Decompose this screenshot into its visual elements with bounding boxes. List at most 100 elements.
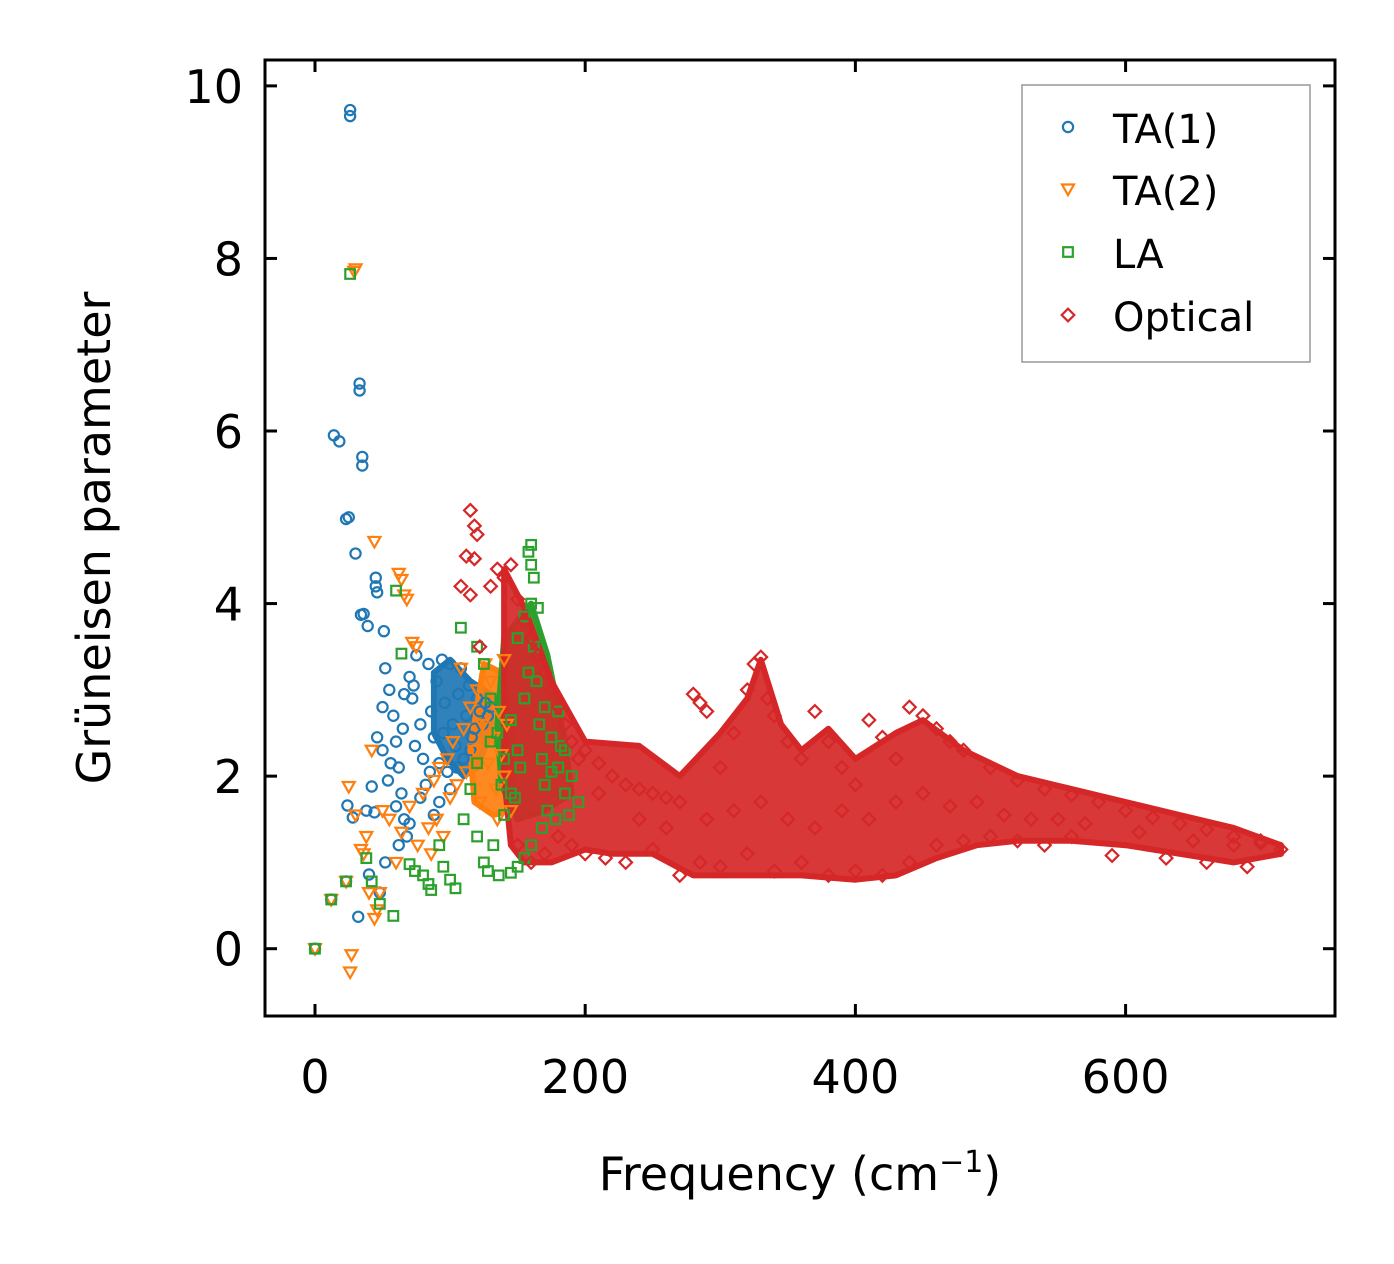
point-optical-106 [915, 785, 931, 802]
point-ta-2-34 [428, 813, 445, 828]
point-ta-1-32 [379, 662, 392, 675]
point-ta-2-31 [420, 822, 437, 837]
point-optical-5 [453, 578, 469, 595]
point-optical-47 [874, 729, 891, 746]
y-tick-label-6: 6 [214, 405, 243, 459]
point-ta-1-20 [370, 586, 384, 599]
point-ta-2-33 [425, 774, 442, 789]
point-optical-16 [536, 664, 553, 681]
point-optical-24 [604, 768, 621, 784]
point-optical-100 [752, 794, 769, 810]
point-optical-32 [698, 703, 715, 720]
point-la-35 [530, 675, 543, 688]
point-optical-109 [996, 807, 1012, 823]
point-la-47 [572, 796, 585, 808]
point-la-51 [491, 727, 504, 739]
y-axis-label: Grüneisen parameter [67, 291, 121, 784]
point-la-52 [498, 752, 511, 765]
point-ta-1-46 [422, 657, 435, 671]
point-optical-89 [1036, 837, 1053, 854]
point-optical-62 [1198, 821, 1215, 838]
point-optical-33 [712, 759, 729, 776]
point-la-70 [525, 839, 538, 852]
point-ta-2-32 [423, 848, 440, 863]
point-ta-2-13 [371, 887, 388, 901]
point-la-36 [533, 718, 546, 731]
point-ta-1-19 [369, 580, 382, 593]
point-optical-71 [577, 845, 594, 862]
point-ta-2-41 [453, 662, 469, 677]
point-optical-7 [471, 638, 488, 655]
point-optical-114 [1185, 832, 1201, 849]
point-ta-1-76 [392, 838, 405, 852]
point-la-58 [522, 666, 535, 679]
point-ta-2-10 [363, 744, 380, 759]
point-optical-27 [644, 785, 661, 802]
x-tick-label-600: 600 [1082, 1050, 1170, 1104]
point-optical-39 [766, 707, 783, 724]
point-ta-2-50 [480, 757, 496, 772]
point-la-19 [454, 621, 467, 634]
point-optical-54 [982, 759, 999, 776]
point-ta-1-14 [356, 459, 369, 472]
point-la-6 [373, 897, 386, 910]
point-la-50 [484, 692, 497, 705]
point-ta-2-46 [469, 684, 486, 699]
point-optical-38 [759, 690, 776, 707]
scatter-points [307, 103, 1289, 981]
point-optical-52 [942, 733, 958, 750]
point-optical-14 [523, 630, 540, 646]
point-optical-4 [466, 550, 483, 567]
point-ta-2-20 [408, 641, 425, 655]
point-ta-1-11 [353, 377, 366, 390]
point-ta-1-31 [376, 700, 389, 714]
point-optical-0 [462, 502, 479, 519]
point-optical-2 [469, 526, 485, 543]
point-la-42 [552, 705, 565, 718]
point-la-41 [549, 813, 562, 826]
point-ta-2-30 [415, 787, 431, 802]
point-la-24 [487, 839, 500, 852]
legend: TA(1) TA(2) LA Optical [1021, 84, 1311, 363]
point-ta-2-47 [471, 796, 488, 811]
point-la-45 [563, 809, 575, 821]
point-ta-1-42 [410, 649, 423, 662]
point-optical-96 [631, 811, 648, 828]
point-ta-2-45 [466, 744, 483, 759]
point-ta-1-12 [353, 384, 366, 397]
point-la-39 [541, 804, 554, 817]
point-optical-94 [1239, 858, 1256, 875]
point-ta-1-18 [369, 571, 382, 584]
point-optical-56 [1036, 781, 1053, 797]
point-ta-2-12 [369, 904, 386, 919]
point-optical-59 [1117, 802, 1134, 819]
point-optical-85 [928, 837, 945, 854]
point-optical-29 [671, 794, 688, 810]
y-tick-label-2: 2 [214, 750, 243, 804]
point-ta-2-35 [431, 761, 448, 776]
point-optical-6 [462, 587, 479, 603]
point-la-2 [340, 875, 352, 888]
point-optical-74 [644, 841, 661, 858]
point-la-37 [536, 752, 548, 765]
point-ta-1-57 [451, 687, 465, 701]
point-optical-115 [1225, 837, 1242, 854]
point-ta-1-9 [342, 511, 355, 524]
point-optical-35 [739, 681, 756, 698]
point-optical-101 [779, 811, 796, 828]
point-ta-1-21 [377, 624, 391, 638]
point-la-60 [509, 791, 521, 804]
point-la-73 [504, 866, 517, 879]
point-la-5 [365, 875, 378, 888]
point-ta-1-60 [460, 709, 473, 722]
point-optical-41 [793, 751, 810, 767]
point-optical-63 [1225, 828, 1242, 845]
point-ta-2-56 [496, 770, 513, 785]
point-ta-1-4 [343, 103, 357, 117]
point-optical-19 [557, 716, 573, 733]
point-la-53 [504, 714, 517, 726]
point-optical-64 [1252, 835, 1269, 852]
point-la-55 [518, 610, 531, 623]
point-la-62 [484, 735, 497, 748]
